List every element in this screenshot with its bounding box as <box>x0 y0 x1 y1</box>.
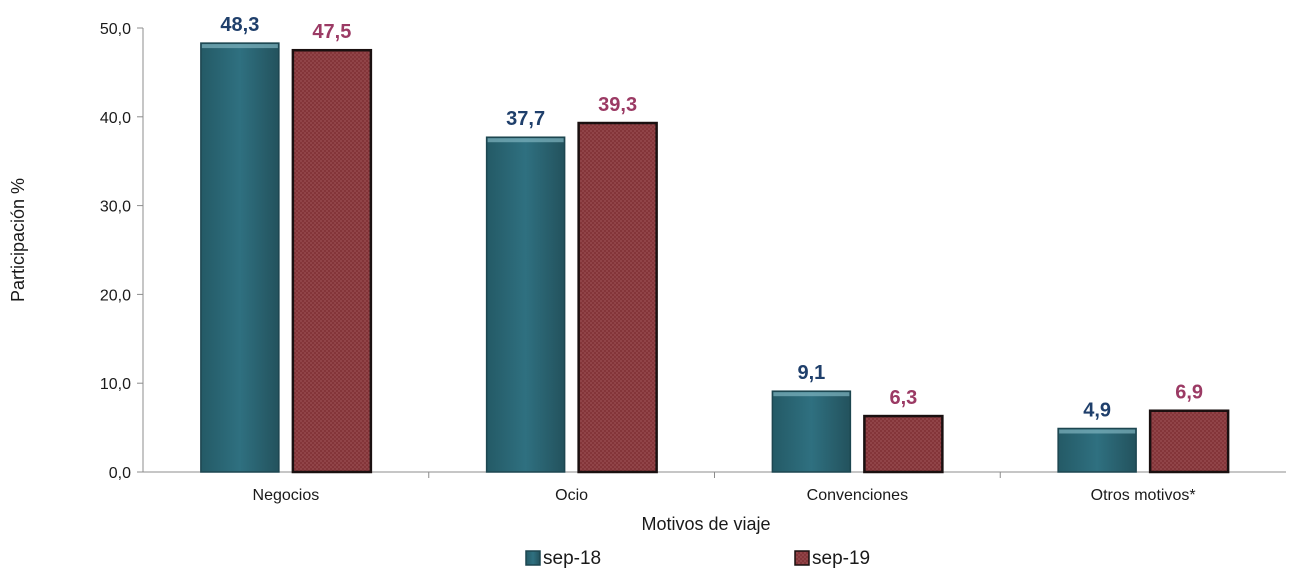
x-tick-label: Otros motivos* <box>1091 487 1196 504</box>
x-tick-label: Ocio <box>555 487 588 504</box>
bar-sep-18 <box>771 390 852 473</box>
bar-sep-19 <box>1148 409 1230 474</box>
data-label: 47,5 <box>312 21 351 43</box>
data-label: 6,3 <box>889 387 917 409</box>
data-label: 4,9 <box>1083 399 1111 421</box>
legend-label: sep-19 <box>812 548 870 569</box>
bar-sep-18 <box>1057 427 1137 473</box>
bar-top-highlight <box>773 392 850 397</box>
y-tick-label: 20,0 <box>100 287 131 304</box>
data-label: 6,9 <box>1175 382 1203 404</box>
x-tick-label: Convenciones <box>807 487 908 504</box>
y-axis-title: Participación % <box>8 178 28 302</box>
legend-swatch <box>794 550 810 566</box>
bar-top-highlight <box>201 44 278 49</box>
data-label: 39,3 <box>598 94 637 116</box>
y-tick-label: 30,0 <box>100 199 131 216</box>
y-tick-label: 40,0 <box>100 110 131 127</box>
bar-top-highlight <box>487 138 564 143</box>
data-label: 37,7 <box>506 108 545 130</box>
data-label: 9,1 <box>797 362 825 384</box>
bar-sep-19 <box>863 414 944 474</box>
bar-top-highlight <box>1059 429 1136 434</box>
bar-sep-18 <box>485 136 566 473</box>
y-tick-label: 10,0 <box>100 376 131 393</box>
x-tick-label: Negocios <box>253 487 320 504</box>
data-label: 48,3 <box>220 14 259 36</box>
legend-label: sep-18 <box>543 548 601 569</box>
legend-swatch <box>525 550 541 566</box>
bar-sep-18 <box>200 42 280 473</box>
y-tick-label: 0,0 <box>109 465 131 482</box>
y-tick-label: 50,0 <box>100 21 131 38</box>
bar-sep-19 <box>291 48 373 474</box>
bar-sep-19 <box>577 121 658 474</box>
x-axis-title: Motivos de viaje <box>641 514 770 534</box>
